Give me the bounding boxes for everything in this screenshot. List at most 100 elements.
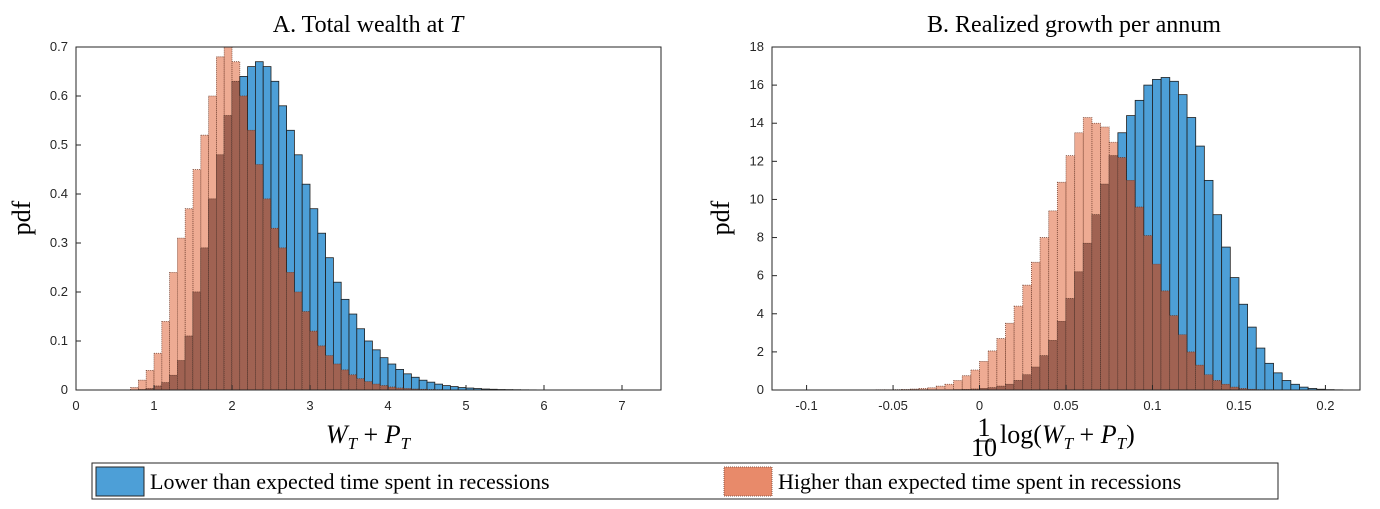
legend-label-higher: Higher than expected time spent in reces… — [778, 469, 1181, 494]
panel-b-bar-overlap — [1135, 207, 1144, 390]
panel-b-bar-higher — [1005, 323, 1014, 390]
panel-b-xlabel: 1 10 log(WT + PT) — [971, 413, 1135, 462]
panel-a-bar-overlap — [341, 370, 349, 390]
panel-b-bar-overlap — [1196, 365, 1205, 390]
panel-a-bar-overlap — [162, 383, 170, 390]
panel-a-bar-lower — [388, 364, 396, 390]
panel-a-bar-higher — [170, 272, 178, 390]
panel-b-bar-overlap — [1057, 321, 1066, 390]
panel-a-xtick-label: 6 — [540, 398, 547, 413]
panel-a-bar-lower — [411, 377, 419, 390]
panel-b-bar-overlap — [1023, 375, 1032, 390]
panel-a-bar-lower — [396, 369, 404, 390]
panel-b-bar-lower — [1239, 304, 1248, 390]
panel-b-ytick-label: 18 — [750, 39, 764, 54]
panel-b-bar-lower — [1187, 118, 1196, 390]
panel-b-xtick-label: -0.1 — [795, 398, 817, 413]
panel-a-bar-overlap — [224, 116, 232, 390]
panel-b-bar-overlap — [1049, 340, 1058, 390]
panel-b-bar-lower — [1248, 327, 1257, 390]
panel-a-xlabel: WT + PT — [326, 420, 412, 453]
panel-b-bar-lower — [1291, 384, 1300, 390]
panel-a-ytick-label: 0.7 — [50, 39, 68, 54]
panel-b-bar-lower — [1265, 363, 1274, 390]
panel-a-xtick-label: 1 — [150, 398, 157, 413]
panel-b-bar-higher — [954, 380, 963, 390]
panel-b-bar-overlap — [1092, 215, 1101, 390]
panel-a-bar-overlap — [248, 130, 256, 390]
panel-b-xtick-label: 0.15 — [1226, 398, 1251, 413]
panel-b-bar-lower — [1196, 146, 1205, 390]
panel-a-ytick-label: 0 — [61, 382, 68, 397]
panel-a-ytick-label: 0.2 — [50, 284, 68, 299]
panel-b-bar-higher — [936, 386, 945, 390]
panel-a-bar-overlap — [294, 292, 302, 390]
svg-text:10: 10 — [971, 433, 997, 462]
panel-b-bar-overlap — [1075, 272, 1084, 390]
panel-a-bar-lower — [380, 358, 388, 390]
panel-a-bar-higher — [162, 321, 170, 390]
panel-a-bar-lower — [404, 374, 412, 390]
panel-a-ytick-label: 0.3 — [50, 235, 68, 250]
panel-b-ylabel: pdf — [706, 200, 735, 235]
panel-b-ytick-label: 12 — [750, 153, 764, 168]
panel-a-bar-higher — [154, 353, 162, 390]
panel-b-xtick-label: 0 — [976, 398, 983, 413]
panel-b-bar-overlap — [1005, 384, 1014, 390]
panel-b-bar-higher — [997, 339, 1006, 390]
panel-a-bar-overlap — [372, 384, 380, 390]
panel-b-bar-overlap — [1213, 380, 1222, 390]
panel-a-ytick-label: 0.1 — [50, 333, 68, 348]
panel-b-bar-lower — [1204, 180, 1213, 390]
svg-text:log(WT + PT): log(WT + PT) — [1000, 420, 1135, 453]
panel-a-xtick-label: 7 — [618, 398, 625, 413]
panel-a-bar-overlap — [287, 272, 295, 390]
panel-a-title: A. Total wealth at T — [273, 12, 465, 38]
panel-b-bar-lower — [1282, 380, 1291, 390]
panel-b-ytick-label: 2 — [757, 344, 764, 359]
panel-b-bar-overlap — [997, 386, 1006, 390]
panel-a-bar-overlap — [365, 382, 373, 390]
panel-a-bar-overlap — [380, 386, 388, 390]
panel-a-bar-overlap — [271, 228, 279, 390]
panel-a-bar-overlap — [349, 375, 357, 390]
panel-b-bar-lower — [1230, 278, 1239, 390]
panel-b-bar-higher — [1014, 306, 1023, 390]
panel-b-bar-overlap — [1204, 375, 1213, 390]
panel-b-bar-overlap — [1144, 236, 1153, 390]
panel-b-bar-overlap — [1066, 299, 1075, 390]
panel-a-bar-higher — [138, 380, 146, 390]
panel-b-xtick-label: 0.1 — [1143, 398, 1161, 413]
panel-a-bar-overlap — [255, 165, 263, 390]
panel-a-xtick-label: 2 — [228, 398, 235, 413]
panel-b-bar-overlap — [1161, 291, 1170, 390]
panel-b-bar-overlap — [1222, 384, 1231, 390]
panel-b-bar-lower — [1213, 215, 1222, 390]
panel-b-bar-overlap — [1178, 335, 1187, 390]
panel-b-bar-higher — [962, 376, 971, 390]
panel-b-ytick-label: 10 — [750, 191, 764, 206]
panel-b-bar-higher — [945, 384, 954, 390]
panel-a-bar-overlap — [154, 386, 162, 390]
panel-a-bar-overlap — [240, 96, 248, 390]
panel-a-bar-overlap — [302, 312, 310, 390]
panel-b-ytick-label: 0 — [757, 382, 764, 397]
panel-b-bar-higher — [980, 361, 989, 390]
panel-b-bar-higher — [1023, 285, 1032, 390]
panel-a-bar-overlap — [209, 199, 217, 390]
panel-a-bar-overlap — [177, 361, 185, 390]
panel-b-bar-higher — [971, 370, 980, 390]
panel-a-bar-overlap — [193, 292, 201, 390]
panel-a-bar-overlap — [185, 336, 193, 390]
panel-a-bar-lower — [435, 384, 443, 390]
panel-b-bar-overlap — [1083, 243, 1092, 390]
panel-b-ytick-label: 14 — [750, 115, 764, 130]
panel-b-bar-lower — [1274, 373, 1283, 390]
panel-b-bar-overlap — [1101, 184, 1110, 390]
panel-b-bar-overlap — [1118, 158, 1127, 390]
legend-swatch-higher — [724, 467, 772, 496]
panel-a-bar-lower — [427, 382, 435, 390]
panel-b-xtick-label: 0.2 — [1316, 398, 1334, 413]
